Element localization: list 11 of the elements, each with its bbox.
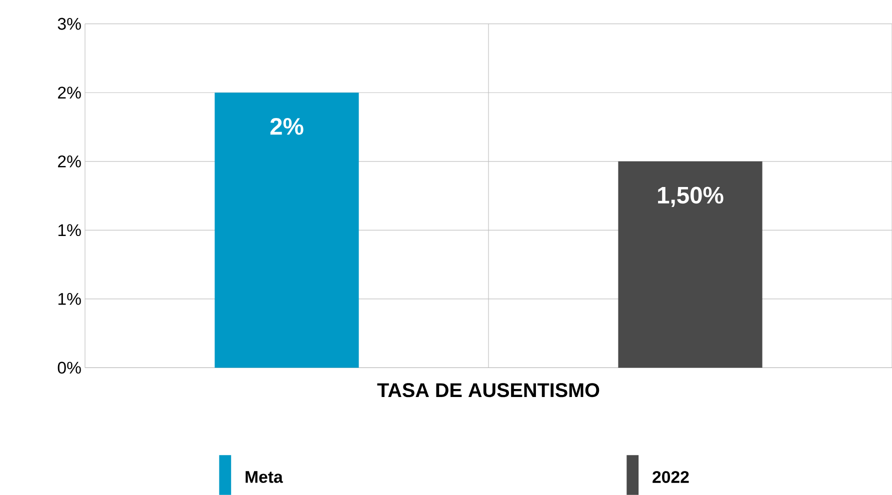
y-tick-label: 2% [58, 86, 81, 99]
legend-label: Meta [246, 471, 283, 483]
y-tick-label: 2% [58, 155, 81, 168]
x-axis-title: TASA DE AUSENTISMO [377, 383, 600, 398]
y-tick-label: 1% [58, 293, 81, 305]
y-tick-label: 1% [58, 224, 81, 236]
legend-label: 2022 [652, 471, 689, 484]
y-tick-label: 0% [58, 362, 81, 374]
y-tick-label: 3% [58, 18, 81, 30]
data-label: 2% [270, 118, 304, 135]
data-label: 1,50% [658, 186, 724, 208]
